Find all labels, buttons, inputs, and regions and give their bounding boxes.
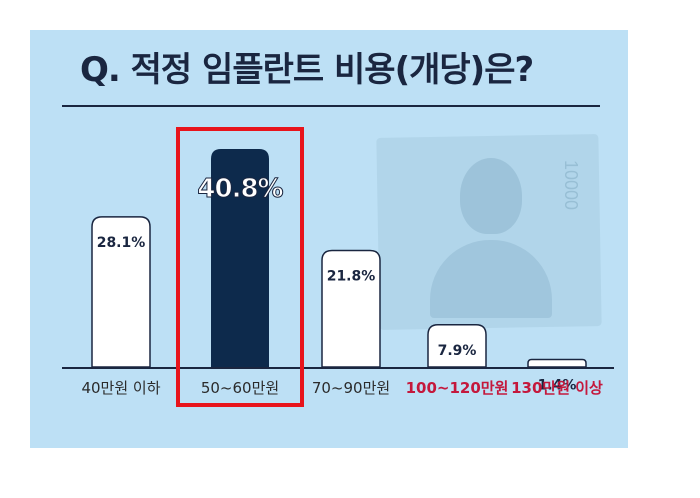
bar-1 [211,149,269,367]
category-label-0: 40만원 이하 [81,379,160,397]
value-label-1: 40.8% [197,174,283,204]
value-label-4: 1.4% [538,378,577,394]
title-rule [62,105,600,107]
bar-4 [527,358,587,368]
chart-baseline [62,367,614,369]
category-label-1: 50~60만원 [201,379,279,397]
value-label-2: 21.8% [327,269,376,285]
chart-title: Q. 적정 임플란트 비용(개당)은? [80,50,534,90]
value-label-0: 28.1% [97,235,146,251]
banknote-portrait-head [460,158,522,234]
category-label-3: 100~120만원 [406,379,509,397]
value-label-3: 7.9% [438,343,477,359]
category-label-2: 70~90만원 [312,379,390,397]
bar-2 [321,249,381,368]
bar-0 [91,216,151,368]
category-label-4: 130만원 이상 [511,379,603,397]
highlight-box [176,127,304,407]
banknote-denomination: 10000 [561,160,581,211]
bar-3 [427,324,487,368]
